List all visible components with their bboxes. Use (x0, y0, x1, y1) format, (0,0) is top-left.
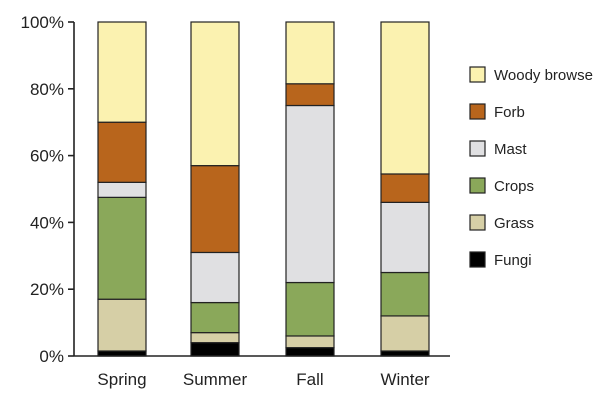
bar-segment-summer-fungi (190, 342, 240, 357)
bar-segment-winter-woody-browse (380, 21, 430, 175)
bar-segment-summer-crops (190, 301, 240, 334)
bar-segment-fall-fungi (285, 347, 335, 357)
legend-swatch-fungi (469, 251, 486, 268)
y-ticks: 0% 20% 40% 60% 80% 100% (21, 13, 74, 366)
legend-label-fungi: Fungi (494, 252, 532, 269)
bar-segment-winter-grass (380, 315, 430, 352)
bar-segment-summer-mast (190, 251, 240, 304)
legend-swatch-forb (469, 103, 486, 120)
bar-fall (285, 21, 335, 357)
x-category-label: Spring (97, 370, 146, 389)
y-tick-label: 20% (30, 280, 64, 299)
legend-label-woody-browse: Woody browse (494, 67, 593, 84)
bar-segment-spring-woody-browse (97, 21, 147, 123)
bar-segment-summer-woody-browse (190, 21, 240, 167)
legend: Woody browse Forb Mast Crops Grass Fungi (469, 66, 593, 269)
bar-spring (97, 21, 147, 357)
y-tick-label: 100% (21, 13, 64, 32)
bar-segment-winter-mast (380, 201, 430, 274)
bar-segment-summer-grass (190, 332, 240, 344)
legend-swatch-woody-browse (469, 66, 486, 83)
bar-segment-fall-woody-browse (285, 21, 335, 85)
x-category-label: Fall (296, 370, 323, 389)
bar-segment-fall-forb (285, 83, 335, 107)
legend-label-forb: Forb (494, 104, 525, 121)
x-category-label: Winter (380, 370, 429, 389)
y-tick-label: 0% (39, 347, 64, 366)
bars (97, 21, 430, 357)
bar-segment-winter-forb (380, 173, 430, 203)
x-categories: Spring Summer Fall Winter (97, 370, 429, 389)
bar-winter (380, 21, 430, 357)
bar-segment-spring-forb (97, 121, 147, 183)
legend-label-crops: Crops (494, 178, 534, 195)
bar-segment-spring-mast (97, 181, 147, 198)
bar-segment-summer-forb (190, 165, 240, 254)
y-tick-label: 40% (30, 213, 64, 232)
legend-label-grass: Grass (494, 215, 534, 232)
legend-swatch-crops (469, 177, 486, 194)
legend-label-mast: Mast (494, 141, 527, 158)
bar-segment-winter-crops (380, 271, 430, 317)
legend-swatch-grass (469, 214, 486, 231)
bar-segment-spring-grass (97, 298, 147, 352)
y-tick-label: 80% (30, 80, 64, 99)
legend-swatch-mast (469, 140, 486, 157)
axes (73, 22, 450, 357)
bar-segment-fall-grass (285, 335, 335, 349)
bar-segment-fall-mast (285, 104, 335, 284)
x-category-label: Summer (183, 370, 248, 389)
bar-segment-spring-crops (97, 196, 147, 300)
y-tick-label: 60% (30, 147, 64, 166)
bar-segment-fall-crops (285, 281, 335, 337)
bar-summer (190, 21, 240, 357)
